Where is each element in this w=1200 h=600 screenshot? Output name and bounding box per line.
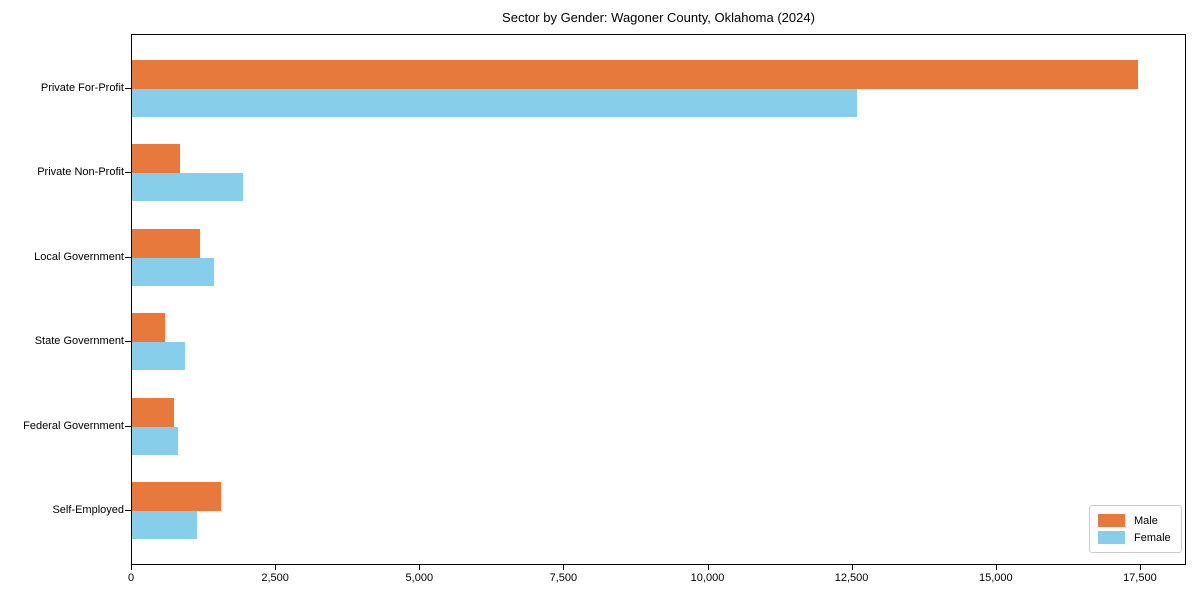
legend-label: Male xyxy=(1134,514,1158,527)
x-tick-label: 12,500 xyxy=(834,572,869,584)
legend-label: Female xyxy=(1134,531,1171,544)
x-tick-mark xyxy=(995,565,997,570)
x-tick-label: 10,000 xyxy=(690,572,725,584)
y-tick-label: Federal Government xyxy=(23,419,124,432)
legend-item-male: Male xyxy=(1098,512,1173,529)
bar-male-6 xyxy=(132,482,222,511)
bar-female-5 xyxy=(132,426,179,455)
plot-area xyxy=(131,34,1186,565)
y-tick-mark xyxy=(125,425,131,427)
x-tick-mark xyxy=(1139,565,1141,570)
y-tick-mark xyxy=(125,510,131,511)
x-tick-label: 5,000 xyxy=(405,572,434,584)
y-tick-mark xyxy=(125,256,131,258)
x-tick-mark xyxy=(563,565,565,570)
bar-female-4 xyxy=(132,342,185,371)
chart-title: Sector by Gender: Wagoner County, Oklaho… xyxy=(502,10,815,25)
x-tick-mark xyxy=(419,565,421,570)
x-tick-mark xyxy=(131,565,132,570)
y-tick-label: Private Non-Profit xyxy=(37,166,124,179)
legend-swatch-male xyxy=(1098,514,1125,527)
x-tick-label: 0 xyxy=(127,572,135,584)
y-tick-label: Local Government xyxy=(34,250,124,263)
x-tick-mark xyxy=(851,565,853,570)
bar-female-1 xyxy=(132,89,857,117)
bar-male-4 xyxy=(132,313,165,343)
x-tick-label: 2,500 xyxy=(261,572,289,584)
bar-male-2 xyxy=(132,144,180,174)
bar-female-2 xyxy=(132,173,244,202)
bar-female-6 xyxy=(132,511,198,539)
x-tick-mark xyxy=(275,565,277,570)
x-tick-label: 15,000 xyxy=(978,572,1013,584)
bar-male-1 xyxy=(132,60,1138,89)
y-tick-label: Self-Employed xyxy=(52,504,124,516)
legend-item-female: Female xyxy=(1098,529,1173,546)
legend: Male Female xyxy=(1089,505,1182,553)
y-tick-mark xyxy=(125,172,131,174)
y-tick-mark xyxy=(125,88,131,89)
bar-male-3 xyxy=(132,228,200,258)
y-tick-label: State Government xyxy=(34,335,124,348)
y-tick-label: Private For-Profit xyxy=(40,82,124,94)
x-tick-mark xyxy=(707,565,709,570)
bar-female-3 xyxy=(132,257,214,286)
legend-swatch-female xyxy=(1098,531,1125,544)
x-tick-label: 17,500 xyxy=(1123,572,1157,584)
bar-male-5 xyxy=(132,397,175,427)
y-tick-mark xyxy=(125,341,131,343)
x-tick-label: 7,500 xyxy=(549,572,578,584)
